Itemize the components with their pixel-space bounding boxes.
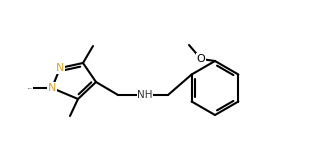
Text: N: N [48, 83, 56, 93]
Text: NH: NH [137, 90, 153, 100]
Text: N: N [56, 63, 64, 73]
Text: methyl: methyl [28, 87, 32, 89]
Text: O: O [197, 54, 205, 64]
